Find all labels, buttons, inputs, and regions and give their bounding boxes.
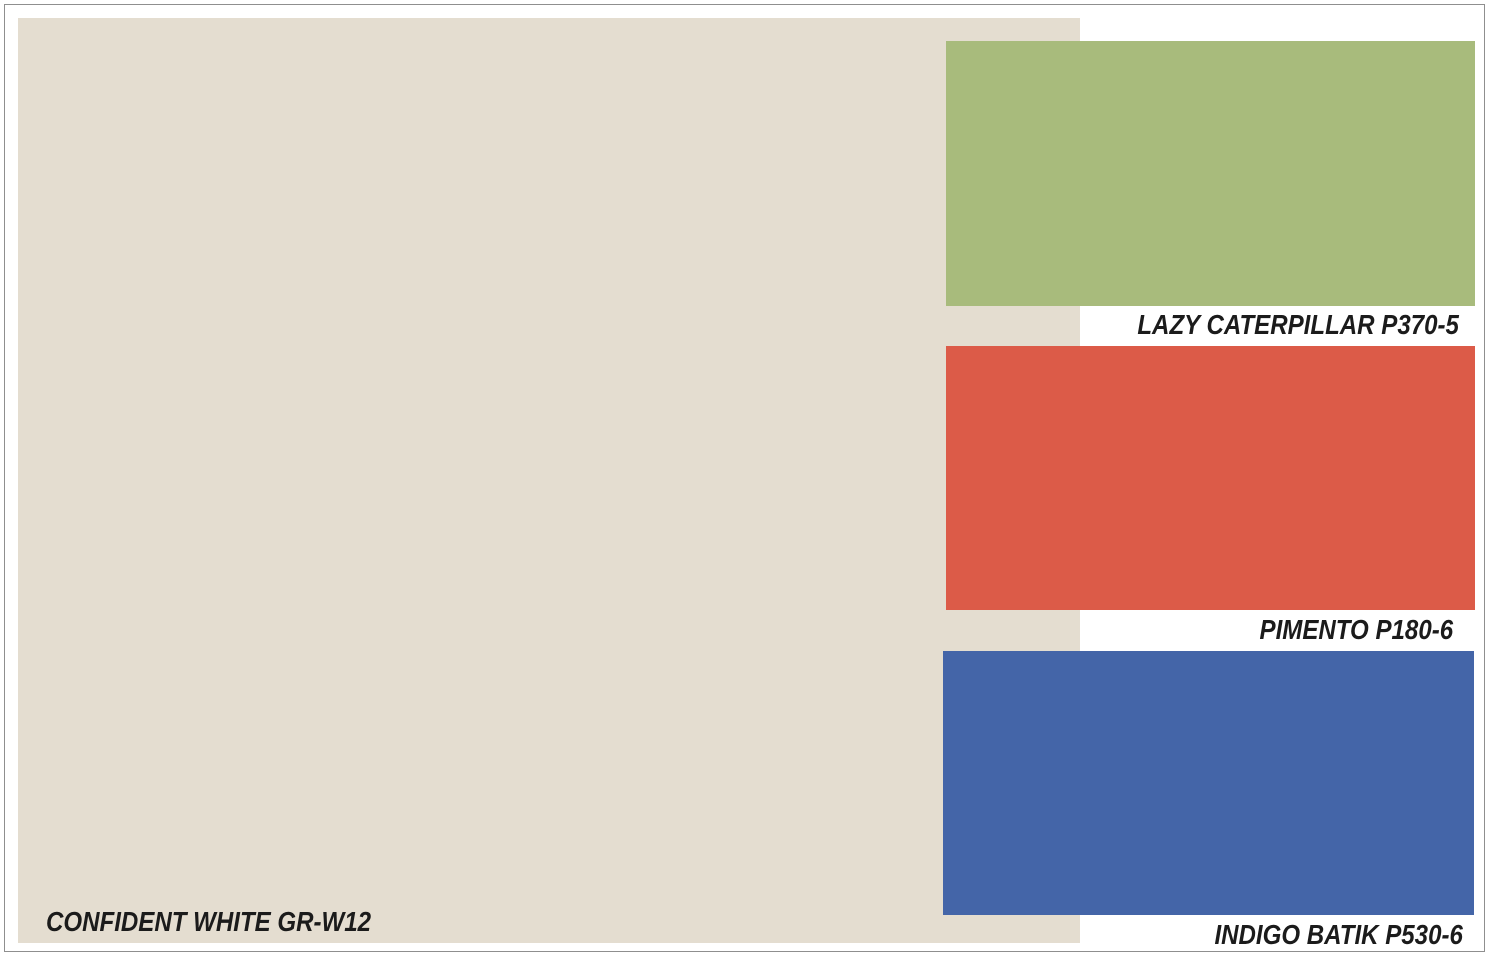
- confident-white-swatch: [18, 18, 1080, 943]
- confident-white-label: CONFIDENT WHITE GR-W12: [46, 906, 372, 937]
- pimento-swatch: [946, 346, 1475, 610]
- lazy-caterpillar-label: LAZY CATERPILLAR P370-5: [1137, 309, 1459, 340]
- indigo-batik-label: INDIGO BATIK P530-6: [1214, 919, 1463, 950]
- pimento-label: PIMENTO P180-6: [1259, 614, 1453, 645]
- indigo-batik-swatch: [943, 651, 1474, 915]
- lazy-caterpillar-swatch: [946, 41, 1475, 306]
